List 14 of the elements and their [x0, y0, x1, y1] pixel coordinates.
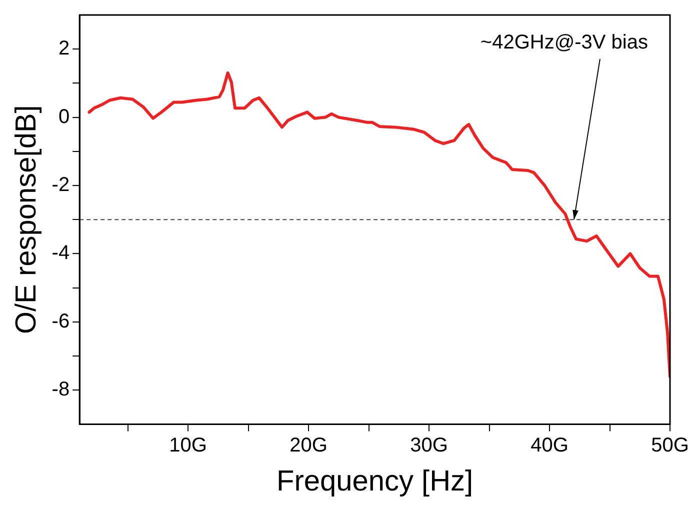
y-tick-label: 2	[58, 38, 70, 60]
x-tick-label: 50G	[651, 434, 689, 457]
x-axis-title: Frequency [Hz]	[276, 466, 474, 498]
annotation: ~42GHz@-3V bias	[480, 32, 648, 54]
x-tick-label: 40G	[530, 434, 568, 457]
x-tick-label: 10G	[169, 434, 207, 457]
y-tick-label: -8	[52, 378, 70, 401]
y-axis-title: O/E response[dB]	[10, 105, 42, 334]
y-tick-label: -6	[52, 310, 70, 332]
x-tick-label: 20G	[290, 434, 328, 457]
y-tick-label: 0	[58, 106, 70, 128]
x-tick-label: 30G	[410, 434, 448, 457]
y-tick-label: -2	[52, 174, 70, 196]
y-tick-label: -4	[52, 242, 70, 264]
